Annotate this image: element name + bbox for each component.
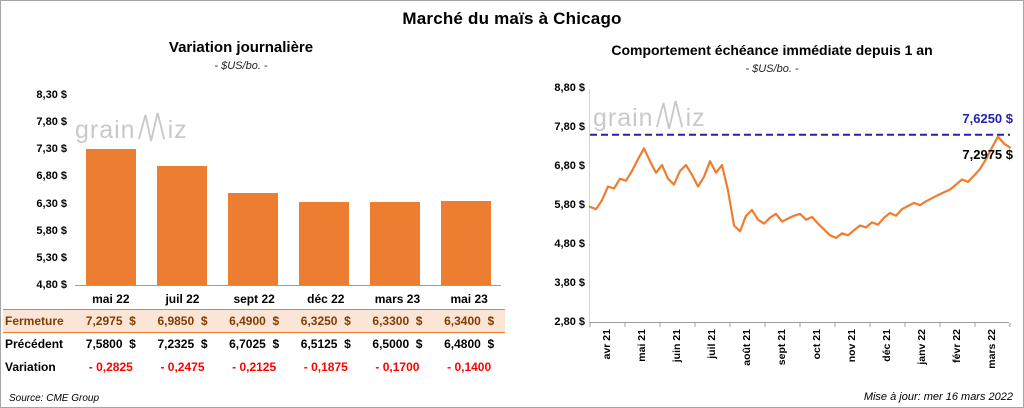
y-axis-tick-label: 3,80 $ (554, 277, 585, 289)
grainwiz-zigzag-icon (137, 111, 167, 145)
x-axis-ticks (589, 323, 1011, 327)
y-axis-tick-label: 5,80 $ (554, 199, 585, 211)
y-axis-tick-label: 7,80 $ (36, 116, 67, 129)
table-row: Précédent 7,5800 $ 7,2325 $ 6,7025 $ 6,5125 … (3, 332, 505, 355)
value-cell: 6,9850 $ (157, 313, 208, 328)
column-header: déc 22 (307, 292, 345, 307)
x-axis-label: déc 21 (880, 329, 893, 362)
y-axis-tick-label: 5,30 $ (36, 251, 67, 264)
grainwiz-watermark: grain iz (593, 99, 706, 133)
y-axis-tick-label: 4,80 $ (36, 279, 67, 291)
line-chart-x-axis: avr 21 mai 21 juin 21 juil 21 août 21 sept 21… (589, 327, 1009, 385)
column-header: mars 23 (374, 292, 421, 307)
x-axis-label: oct 21 (810, 329, 823, 360)
x-axis-label: août 21 (740, 329, 753, 366)
max-price-label: 7,6250 $ (962, 111, 1013, 126)
y-axis-tick-label: 4,80 $ (554, 238, 585, 250)
line-chart-svg (588, 133, 1012, 327)
x-axis-label: sept 21 (775, 329, 788, 366)
watermark-text: iz (685, 104, 706, 132)
x-axis-label: mars 22 (985, 329, 998, 369)
x-axis-label: avr 21 (600, 329, 613, 360)
column-header: mai 22 (92, 292, 130, 307)
watermark-text: grain (75, 116, 136, 144)
line-chart-plot-area (588, 89, 1012, 327)
value-cell: - 0,1875 (303, 359, 348, 374)
column-header: juil 22 (165, 292, 200, 307)
x-axis-label: mai 21 (635, 329, 648, 362)
y-axis-tick-label: 7,30 $ (36, 143, 67, 156)
value-cell: 6,5000 $ (372, 336, 423, 351)
value-cell: 7,5800 $ (85, 336, 136, 351)
value-cell: 6,4900 $ (229, 313, 280, 328)
value-cell: 6,7025 $ (229, 336, 280, 351)
bar-mars-23 (369, 201, 420, 285)
y-axis-tick-label: 7,80 $ (554, 121, 585, 133)
line-chart-title: Comportement échéance immédiate depuis 1… (611, 42, 933, 58)
value-cell: 6,3300 $ (372, 313, 423, 328)
y-axis-tick-label: 8,80 $ (554, 82, 585, 94)
bar-series (75, 96, 501, 285)
y-axis-tick-label: 8,30 $ (36, 89, 67, 101)
x-axis-label: janv 22 (915, 329, 928, 365)
grainwiz-zigzag-icon (655, 99, 685, 133)
x-axis-label: juil 21 (705, 329, 718, 359)
value-cell: - 0,2125 (232, 359, 277, 374)
row-label: Fermeture (5, 313, 64, 328)
value-cell: - 0,2825 (88, 359, 133, 374)
x-axis-label: nov 21 (845, 329, 858, 363)
y-axis-tick-label: 2,80 $ (554, 316, 585, 328)
row-label: Variation (5, 359, 56, 374)
bar-juil-22 (156, 166, 207, 285)
value-cell: 7,2325 $ (157, 336, 208, 351)
line-chart-subtitle: - $US/bo. - (745, 63, 799, 75)
y-axis-tick-label: 6,30 $ (36, 197, 67, 210)
y-axis-tick-label: 6,80 $ (554, 160, 585, 172)
table-row: Variation - 0,2825 - 0,2475 - 0,2125 - 0,187… (3, 355, 505, 378)
update-note: Mise à jour: mer 16 mars 2022 (863, 391, 1013, 403)
bar-chart-title: Variation journalière (168, 39, 314, 56)
x-axis-label: juin 21 (670, 329, 683, 363)
table-row: Fermeture 7,2975 $ 6,9850 $ 6,4900 $ 6,3250 … (3, 309, 505, 332)
x-axis-label: févr 22 (950, 329, 963, 363)
bar-mai-22 (85, 149, 136, 285)
bar-déc-22 (298, 202, 349, 285)
bar-chart-subtitle: - $US/bo. - (214, 60, 268, 72)
value-cell: 6,3400 $ (444, 313, 495, 328)
bar-chart-plot-area (75, 96, 501, 286)
value-cell: 6,3250 $ (300, 313, 351, 328)
row-label: Précédent (5, 336, 64, 351)
bar-mai-23 (440, 201, 491, 285)
page-title: Marché du maïs à Chicago (402, 9, 622, 28)
value-cell: 6,5125 $ (300, 336, 351, 351)
price-series-line (588, 135, 1012, 240)
grainwiz-watermark: grain iz (75, 111, 188, 145)
value-cell: - 0,1400 (447, 359, 492, 374)
column-header: mai 23 (450, 292, 488, 307)
value-cell: 7,2975 $ (85, 313, 136, 328)
column-header: sept 22 (233, 292, 275, 307)
y-axis-tick-label: 6,80 $ (36, 170, 67, 183)
value-cell: 6,4800 $ (444, 336, 495, 351)
bar-sept-22 (227, 193, 278, 285)
value-cell: - 0,2475 (160, 359, 205, 374)
table-corner-cell (3, 290, 75, 309)
price-table: mai 22 juil 22 sept 22 déc 22 mars 23 mai 23 F… (3, 290, 505, 378)
last-price-label: 7,2975 $ (962, 147, 1013, 162)
source-note: Source: CME Group (9, 393, 100, 404)
watermark-text: grain (593, 104, 654, 132)
y-axis-tick-label: 5,80 $ (36, 224, 67, 237)
watermark-text: iz (167, 116, 188, 144)
table-header-row: mai 22 juil 22 sept 22 déc 22 mars 23 mai 23 (3, 290, 505, 309)
value-cell: - 0,1700 (375, 359, 420, 374)
